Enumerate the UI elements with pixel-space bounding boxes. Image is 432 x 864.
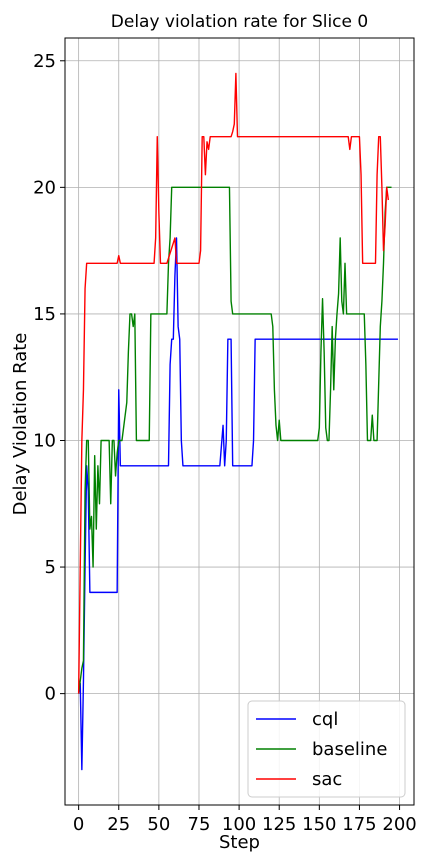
x-tick-label: 25: [107, 814, 130, 835]
x-axis-label: Step: [219, 832, 260, 853]
y-tick-label: 25: [33, 51, 56, 72]
legend: cql baseline sac: [247, 700, 406, 798]
x-tick-label: 200: [382, 814, 416, 835]
y-axis-label: Delay Violation Rate: [10, 333, 31, 516]
y-tick-label: 5: [45, 557, 56, 578]
y-tick-label: 0: [45, 684, 56, 705]
x-tick-label: 0: [73, 814, 84, 835]
legend-label-sac: sac: [312, 769, 342, 790]
y-axis: 0 5 10 15 20 25: [33, 51, 65, 705]
legend-label-cql: cql: [312, 709, 338, 730]
series-line-cql: [77, 237, 398, 771]
x-tick-label: 125: [262, 814, 296, 835]
x-tick-label: 75: [188, 814, 211, 835]
x-axis: 0 25 50 75 100 125 150 175 200: [73, 805, 417, 835]
y-tick-label: 15: [33, 304, 56, 325]
y-tick-label: 20: [33, 177, 56, 198]
chart-title: Delay violation rate for Slice 0: [111, 12, 368, 32]
series-line-baseline: [77, 186, 392, 694]
y-tick-label: 10: [33, 430, 56, 451]
series-layer: [77, 72, 398, 771]
x-tick-label: 175: [342, 814, 376, 835]
x-tick-label: 150: [302, 814, 336, 835]
series-line-sac: [77, 72, 390, 694]
x-tick-label: 50: [147, 814, 170, 835]
legend-label-baseline: baseline: [312, 739, 387, 760]
legend-box: [247, 700, 406, 798]
x-tick-label: 100: [222, 814, 256, 835]
